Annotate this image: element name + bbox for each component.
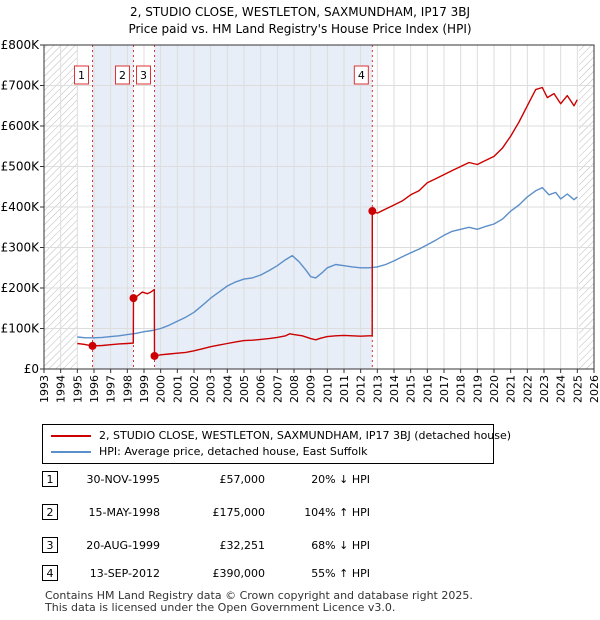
y-tick-label: £700K: [1, 79, 41, 93]
sale-price: £32,251: [219, 539, 266, 552]
x-tick-label: 2015: [405, 375, 418, 403]
x-tick-label: 2018: [455, 375, 468, 403]
legend-property-label: 2, STUDIO CLOSE, WESTLETON, SAXMUNDHAM, …: [99, 429, 512, 442]
x-tick-label: 1996: [88, 375, 101, 403]
sale-marker-box: [74, 65, 89, 85]
x-tick-label: 2001: [171, 375, 184, 403]
x-tick-label: 2017: [438, 375, 451, 403]
sale-row: 4 13-SEP-2012 £390,000 55% ↑ HPI: [0, 564, 600, 584]
x-tick-label: 2006: [255, 375, 268, 403]
chart-legend: 2, STUDIO CLOSE, WESTLETON, SAXMUNDHAM, …: [42, 424, 511, 464]
sale-date: 30-NOV-1995: [86, 473, 160, 486]
sale-marker-box: [115, 65, 130, 85]
x-tick-label: 2023: [538, 375, 551, 403]
x-tick-label: 2025: [571, 375, 584, 403]
y-tick-label: £100K: [1, 322, 41, 336]
sale-number-badge: 4: [42, 565, 58, 581]
y-tick-label: £600K: [1, 119, 41, 133]
sale-date: 15-MAY-1998: [88, 506, 160, 519]
sale-number-badge: 2: [42, 504, 58, 520]
chart-title-line1: 2, STUDIO CLOSE, WESTLETON, SAXMUNDHAM, …: [129, 5, 471, 19]
x-tick-label: 2005: [238, 375, 251, 403]
x-tick-label: 2024: [555, 375, 568, 403]
hpi-line: [77, 186, 578, 339]
x-tick-label: 1995: [71, 375, 84, 403]
sale-hpi-change: 68% ↓ HPI: [311, 539, 370, 552]
x-tick-label: 2008: [288, 375, 301, 403]
sale-point: [368, 207, 377, 216]
legend-property-line: [51, 435, 91, 437]
legend-hpi-label: HPI: Average price, detached house, East…: [99, 445, 368, 458]
x-tick-label: 2013: [371, 375, 384, 403]
sale-point: [129, 294, 138, 303]
sale-marker-label: 4: [358, 69, 365, 82]
x-tick-label: 2016: [421, 375, 434, 403]
y-tick-label: £400K: [1, 200, 41, 214]
x-tick-label: 2000: [155, 375, 168, 403]
x-tick-label: 1999: [138, 375, 151, 403]
price-chart: 1993 1994 1995 1996 1997 1998 1999 2000 2001 2002…: [1, 38, 600, 403]
sale-row: 3 20-AUG-1999 £32,251 68% ↓ HPI: [0, 536, 600, 556]
x-tick-label: 2012: [355, 375, 368, 403]
sale-hpi-change: 104% ↑ HPI: [304, 506, 370, 519]
x-tick-label: 2022: [521, 375, 534, 403]
chart-title-line2: Price paid vs. HM Land Registry's House …: [128, 22, 472, 36]
y-tick-label: £200K: [1, 281, 41, 295]
legend-hpi-line: [51, 451, 91, 453]
x-tick-label: 2014: [388, 375, 401, 403]
x-tick-label: 2011: [338, 375, 351, 403]
x-tick-label: 2026: [588, 375, 600, 403]
x-tick-label: 1994: [55, 375, 68, 403]
sale-marker-label: 2: [119, 69, 126, 82]
sale-price: £57,000: [219, 473, 266, 486]
sale-marker-box: [136, 65, 151, 85]
sale-hpi-change: 20% ↓ HPI: [311, 473, 370, 486]
sale-number-badge: 3: [42, 537, 58, 553]
sale-row: 2 15-MAY-1998 £175,000 104% ↑ HPI: [0, 503, 600, 523]
plot-frame: [43, 44, 595, 370]
x-tick-label: 2002: [188, 375, 201, 403]
y-tick-label: £300K: [1, 241, 41, 255]
sale-price: £390,000: [212, 567, 266, 580]
sale-hpi-change: 55% ↑ HPI: [311, 567, 370, 580]
y-tick-label: £800K: [1, 38, 41, 52]
x-tick-label: 1993: [38, 375, 51, 403]
x-tick-label: 2003: [205, 375, 218, 403]
y-tick-label: £0: [24, 362, 39, 376]
footer: Contains HM Land Registry data © Crown c…: [45, 590, 473, 614]
x-tick-label: 1998: [121, 375, 134, 403]
sale-date: 20-AUG-1999: [86, 539, 160, 552]
sale-point: [88, 341, 97, 350]
sale-date: 13-SEP-2012: [89, 567, 160, 580]
sale-number-badge: 1: [42, 471, 58, 487]
footer-copyright: Contains HM Land Registry data © Crown c…: [45, 589, 473, 602]
x-tick-label: 2007: [271, 375, 284, 403]
x-tick-label: 2009: [305, 375, 318, 403]
x-tick-label: 2010: [321, 375, 334, 403]
x-tick-label: 2020: [488, 375, 501, 403]
footer-licence: This data is licensed under the Open Gov…: [45, 601, 396, 614]
x-tick-label: 2019: [471, 375, 484, 403]
sale-price: £175,000: [212, 506, 266, 519]
sale-marker-box: [353, 65, 369, 85]
sale-point: [150, 351, 159, 360]
y-tick-label: £500K: [1, 160, 41, 174]
sale-row: 1 30-NOV-1995 £57,000 20% ↓ HPI: [0, 470, 600, 490]
sale-marker-label: 1: [78, 69, 85, 82]
x-tick-label: 2021: [505, 375, 518, 403]
x-tick-label: 2004: [221, 375, 234, 403]
sale-marker-label: 3: [140, 69, 147, 82]
x-tick-label: 1997: [105, 375, 118, 403]
property-price-line: [77, 86, 578, 357]
